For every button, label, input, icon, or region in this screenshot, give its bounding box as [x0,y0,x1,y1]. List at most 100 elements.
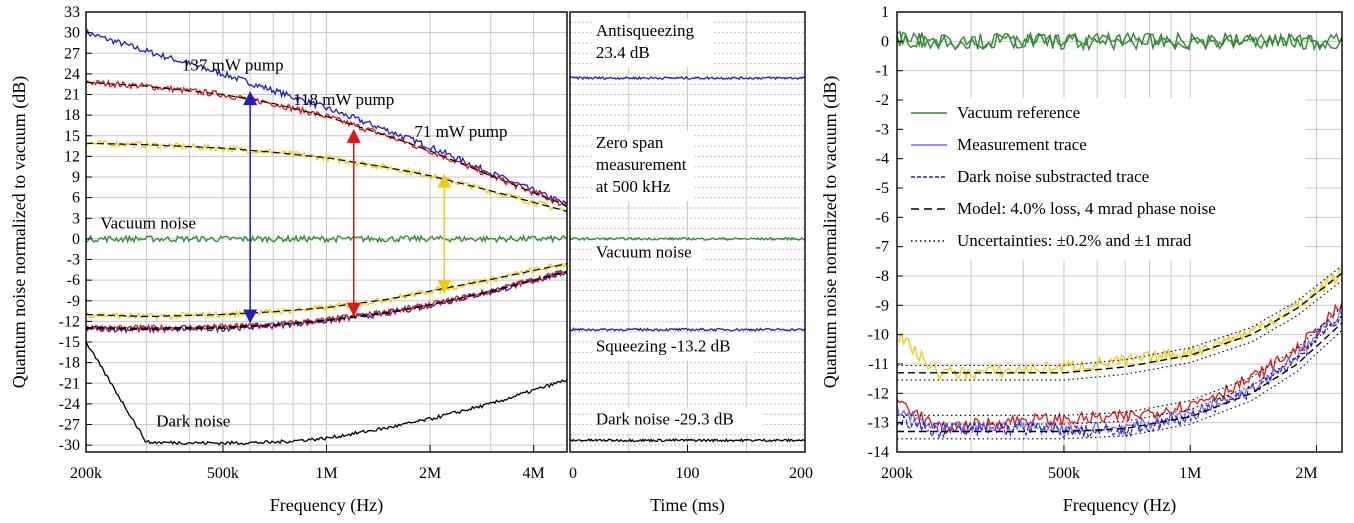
annotation-box-4 [591,407,764,434]
annotation-3-line-0: Squeezing -13.2 dB [596,337,731,356]
model-line-3 [86,270,568,329]
legend-label-3: Model: 4.0% loss, 4 mrad phase noise [957,199,1216,218]
xtick-label: 500k [1048,465,1080,482]
ytick-label: 24 [64,66,80,83]
annotation-box-1 [591,131,695,202]
ytick-label: -7 [876,239,889,256]
ytick-label: -8 [876,268,889,285]
series-line-5 [897,322,1343,433]
series-line-1 [569,236,805,242]
x-axis-label-middle: Time (ms) [650,495,725,516]
arrow-1-head-up [346,128,361,143]
ytick-label: -24 [59,396,80,413]
annotation-4: Dark noise [156,412,230,431]
uncertainty-line-2 [897,279,1343,381]
ytick-label: -5 [876,180,889,197]
annotation-1-line-0: Zero span [596,133,664,152]
arrow-2-head-up [437,173,452,188]
xtick-label: 1M [1179,465,1201,482]
ytick-label: -12 [59,313,80,330]
series-line-6 [897,272,1343,374]
annotation-0-line-0: Antisqueezing [596,21,695,40]
annotation-0: 137 mW pump [182,55,284,74]
series-line-1 [896,267,1343,381]
ytick-label: 15 [64,128,80,145]
series-line-2 [85,139,568,214]
x-axis-label-right: Frequency (Hz) [1063,495,1176,516]
annotation-4-line-0: Dark noise -29.3 dB [596,410,734,429]
ytick-label: 0 [881,33,889,50]
panel-left: 137 mW pump 118 mW pump 71 mW pump Vacuum n… [9,4,568,516]
uncertainty-line-4 [897,306,1343,416]
arrow-2-head-down [437,279,452,294]
y-axis-label-left: Quantum noise normalized to vacuum (dB) [9,76,30,388]
series-line-3 [896,307,1343,438]
xtick-label: 2M [1295,465,1317,482]
xtick-label: 200k [881,465,913,482]
arrow-0-head-up [243,91,258,106]
xtick-label: 1M [315,465,337,482]
panel-right: Vacuum reference Measurement trace Dark no… [820,4,1343,516]
xtick-label: 200 [789,465,813,482]
ytick-label: -2 [876,92,889,109]
ytick-label: 3 [72,210,80,227]
ytick-label: 0 [72,231,80,248]
xtick-label: 2M [419,465,441,482]
annotation-2: 71 mW pump [414,122,507,141]
model-line-4 [85,263,568,318]
x-axis-label-left: Frequency (Hz) [270,495,383,516]
y-axis-label-right: Quantum noise normalized to vacuum (dB) [820,76,841,388]
series-line-2 [896,302,1343,435]
series-line-3 [569,437,805,443]
legend-label-1: Measurement trace [957,135,1087,154]
series-line-3 [85,233,568,245]
ytick-label: -27 [59,417,80,434]
model-line-2 [86,271,568,331]
ytick-label: 21 [64,87,80,104]
ytick-label: 9 [72,169,80,186]
legend-label-4: Uncertainties: ±0.2% and ±1 mrad [957,231,1192,250]
ytick-label: 6 [72,190,80,207]
ytick-label: -1 [876,63,889,80]
uncertainty-line-1 [897,315,1343,425]
ytick-label: -4 [876,151,889,168]
ytick-label: -14 [868,444,889,461]
arrow-1-head-down [346,302,361,317]
annotation-1-line-2: at 500 kHz [596,177,671,196]
ytick-label: 30 [64,25,80,42]
ytick-label: -6 [67,272,80,289]
xtick-label: 500k [207,465,239,482]
xtick-label: 200k [70,465,102,482]
xtick-label: 4M [523,465,545,482]
series-line-0 [569,75,806,81]
ytick-label: -11 [868,356,889,373]
ytick-label: -3 [67,252,80,269]
ytick-label: -12 [868,385,889,402]
ytick-label: 33 [64,4,80,21]
annotation-box-3 [591,334,755,361]
panel-middle: Antisqueezing 23.4 dB Zero span measurement… [569,11,813,516]
uncertainty-line-0 [897,329,1343,440]
series-line-0b [896,31,1343,52]
series-line-1 [85,79,568,208]
model-line-1 [85,142,568,212]
ytick-label: 1 [881,4,889,21]
annotation-1-line-1: measurement [596,155,687,174]
uncertainty-line-3 [897,265,1343,367]
xtick-label: 100 [676,465,700,482]
legend-box [900,98,1305,260]
ytick-label: -18 [59,355,80,372]
model-line-0 [85,81,568,207]
series-line-4 [896,316,1343,439]
annotation-2-line-0: Vacuum noise [596,242,692,261]
legend-label-0: Vacuum reference [957,103,1080,122]
ytick-label: 18 [64,107,80,124]
series-line-7 [85,340,568,446]
series-line-6 [85,261,568,321]
ytick-label: -15 [59,334,80,351]
series-line-4 [85,269,568,335]
annotation-1: 118 mW pump [293,90,394,109]
legend: Vacuum reference Measurement trace Dark no… [900,98,1305,260]
ytick-label: -10 [868,327,889,344]
